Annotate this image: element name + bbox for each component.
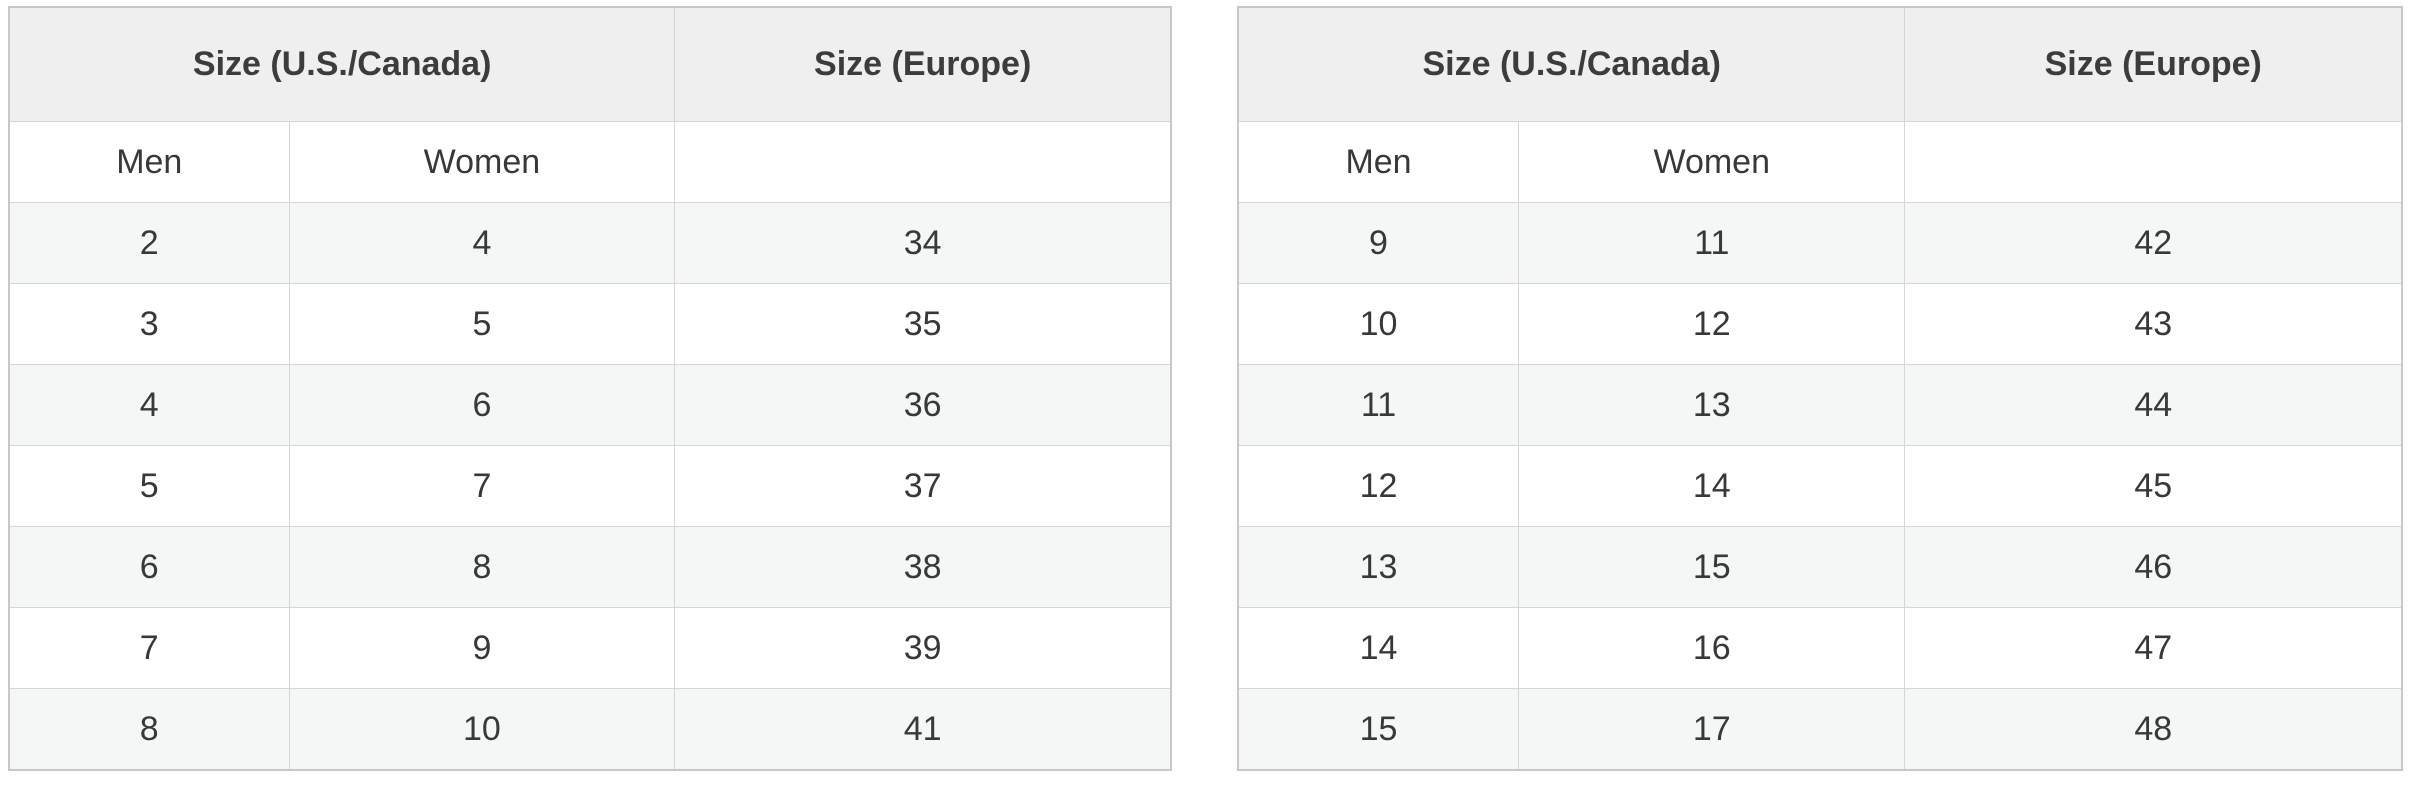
cell-women: 10 (288, 688, 676, 771)
cell-women: 13 (1518, 364, 1906, 446)
size-table-right: Size (U.S./Canada) Size (Europe) Men Wom… (1237, 6, 2403, 771)
cell-men: 13 (1237, 526, 1520, 608)
subheader-row: Men Women (8, 121, 1172, 203)
subheader-europe-empty (1904, 121, 2403, 203)
subheader-men: Men (1237, 121, 1520, 203)
table-row: 3 5 35 (8, 283, 1172, 365)
subheader-row: Men Women (1237, 121, 2403, 203)
cell-europe: 46 (1904, 526, 2403, 608)
cell-europe: 45 (1904, 445, 2403, 527)
cell-men: 14 (1237, 607, 1520, 689)
table-row: 6 8 38 (8, 526, 1172, 608)
table-row: 4 6 36 (8, 364, 1172, 446)
cell-women: 8 (288, 526, 676, 608)
cell-europe: 44 (1904, 364, 2403, 446)
cell-women: 14 (1518, 445, 1906, 527)
table-row: 13 15 46 (1237, 526, 2403, 608)
table-row: 10 12 43 (1237, 283, 2403, 365)
cell-men: 3 (8, 283, 290, 365)
cell-europe: 37 (674, 445, 1172, 527)
cell-women: 7 (288, 445, 676, 527)
column-header-us-canada: Size (U.S./Canada) (8, 6, 676, 122)
subheader-women: Women (1518, 121, 1906, 203)
cell-women: 15 (1518, 526, 1906, 608)
subheader-men: Men (8, 121, 290, 203)
cell-europe: 41 (674, 688, 1172, 771)
cell-men: 5 (8, 445, 290, 527)
cell-europe: 35 (674, 283, 1172, 365)
cell-women: 6 (288, 364, 676, 446)
cell-men: 6 (8, 526, 290, 608)
table-row: 14 16 47 (1237, 607, 2403, 689)
table-row: 11 13 44 (1237, 364, 2403, 446)
cell-europe: 34 (674, 202, 1172, 284)
cell-men: 11 (1237, 364, 1520, 446)
subheader-women: Women (288, 121, 676, 203)
table-row: 9 11 42 (1237, 202, 2403, 284)
cell-europe: 48 (1904, 688, 2403, 771)
table-row: 7 9 39 (8, 607, 1172, 689)
subheader-europe-empty (674, 121, 1172, 203)
column-header-us-canada: Size (U.S./Canada) (1237, 6, 1906, 122)
column-header-europe: Size (Europe) (674, 6, 1172, 122)
cell-women: 9 (288, 607, 676, 689)
cell-women: 12 (1518, 283, 1906, 365)
table-row: 8 10 41 (8, 688, 1172, 771)
cell-women: 4 (288, 202, 676, 284)
cell-europe: 43 (1904, 283, 2403, 365)
cell-europe: 38 (674, 526, 1172, 608)
cell-men: 12 (1237, 445, 1520, 527)
cell-women: 11 (1518, 202, 1906, 284)
table-row: 15 17 48 (1237, 688, 2403, 771)
table-row: 2 4 34 (8, 202, 1172, 284)
column-header-europe: Size (Europe) (1904, 6, 2403, 122)
cell-europe: 36 (674, 364, 1172, 446)
cell-women: 17 (1518, 688, 1906, 771)
header-row: Size (U.S./Canada) Size (Europe) (8, 6, 1172, 122)
cell-men: 4 (8, 364, 290, 446)
cell-europe: 39 (674, 607, 1172, 689)
cell-europe: 42 (1904, 202, 2403, 284)
cell-men: 9 (1237, 202, 1520, 284)
table-row: 5 7 37 (8, 445, 1172, 527)
size-table-left: Size (U.S./Canada) Size (Europe) Men Wom… (8, 6, 1172, 771)
cell-men: 15 (1237, 688, 1520, 771)
cell-women: 5 (288, 283, 676, 365)
table-row: 12 14 45 (1237, 445, 2403, 527)
cell-europe: 47 (1904, 607, 2403, 689)
cell-men: 2 (8, 202, 290, 284)
header-row: Size (U.S./Canada) Size (Europe) (1237, 6, 2403, 122)
cell-men: 8 (8, 688, 290, 771)
cell-men: 10 (1237, 283, 1520, 365)
cell-men: 7 (8, 607, 290, 689)
cell-women: 16 (1518, 607, 1906, 689)
